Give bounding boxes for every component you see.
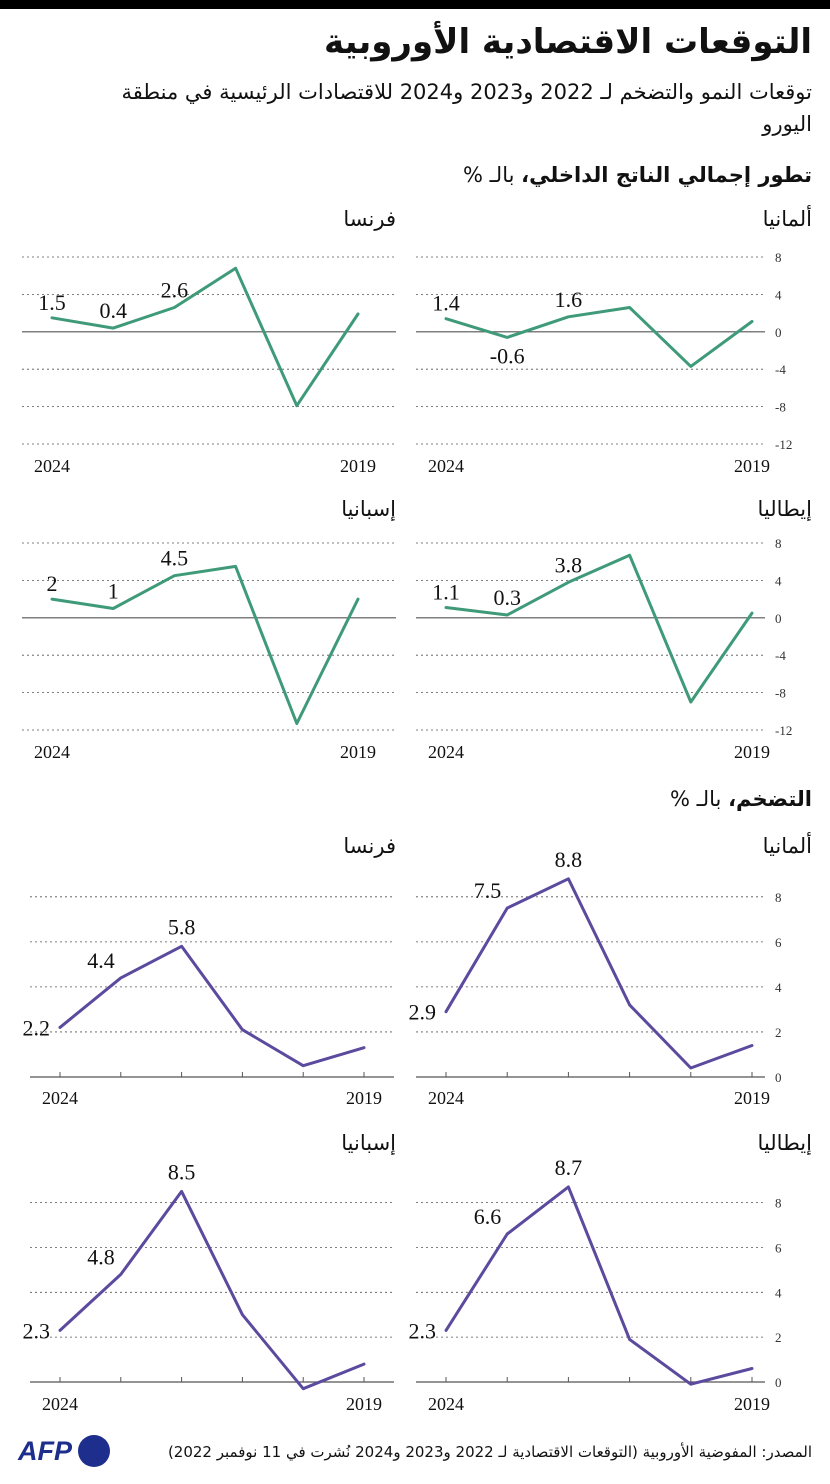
top-bar bbox=[0, 0, 830, 9]
series-line bbox=[58, 1189, 366, 1391]
data-label: 2.9 bbox=[409, 1000, 437, 1025]
y-tick-label: 2 bbox=[775, 1025, 782, 1040]
data-label: 4.4 bbox=[87, 948, 115, 973]
data-label: 2.2 bbox=[23, 1015, 51, 1040]
x-tick-label: 2019 bbox=[734, 742, 770, 762]
afp-logo-text: AFP bbox=[18, 1436, 72, 1466]
y-tick-label: 0 bbox=[775, 611, 782, 626]
inflation-section-title-unit: بالـ % bbox=[669, 787, 729, 811]
data-label: 2 bbox=[47, 571, 58, 596]
x-tick-label: 2024 bbox=[42, 1394, 78, 1414]
data-label: 1.6 bbox=[555, 287, 583, 312]
data-label: 2.3 bbox=[409, 1318, 437, 1343]
data-label: 1.4 bbox=[432, 291, 460, 316]
y-tick-label: 8 bbox=[775, 250, 782, 265]
data-label: 2.3 bbox=[23, 1318, 51, 1343]
panel-title-3: إسبانيا bbox=[341, 497, 396, 522]
y-tick-label: -12 bbox=[775, 437, 792, 452]
y-tick-label: 0 bbox=[775, 1375, 782, 1390]
panel-title-4: ألمانيا bbox=[763, 832, 812, 858]
y-tick-label: 0 bbox=[775, 325, 782, 340]
panel-title-1: فرنسا bbox=[343, 207, 396, 231]
page-subtitle: توقعات النمو والتضخم لـ 2022 و2023 و2024… bbox=[121, 80, 812, 136]
data-label: 0.3 bbox=[493, 585, 521, 610]
y-tick-label: 6 bbox=[775, 1240, 782, 1255]
y-tick-label: 2 bbox=[775, 1330, 782, 1345]
data-label: 4.8 bbox=[87, 1244, 115, 1269]
data-label: 1.5 bbox=[38, 290, 66, 315]
y-tick-label: -12 bbox=[775, 723, 792, 738]
data-label: -0.6 bbox=[490, 343, 525, 368]
y-tick-label: 4 bbox=[775, 287, 782, 302]
data-label: 8.8 bbox=[555, 847, 583, 872]
panel-title-0: ألمانيا bbox=[763, 205, 812, 231]
x-tick-label: 2024 bbox=[428, 1088, 464, 1108]
series-line bbox=[444, 877, 754, 1070]
data-label: 2.6 bbox=[161, 277, 189, 302]
data-label: 5.8 bbox=[168, 914, 196, 939]
x-tick-label: 2024 bbox=[428, 1394, 464, 1414]
y-tick-label: 6 bbox=[775, 935, 782, 950]
data-label: 7.5 bbox=[474, 878, 502, 903]
x-tick-label: 2019 bbox=[734, 456, 770, 476]
y-tick-label: 4 bbox=[775, 573, 782, 588]
series-line bbox=[58, 944, 366, 1068]
x-tick-label: 2024 bbox=[34, 742, 70, 762]
series-line bbox=[444, 553, 754, 704]
y-tick-label: 8 bbox=[775, 1196, 782, 1211]
series-line bbox=[50, 564, 360, 725]
y-tick-label: -4 bbox=[775, 362, 786, 377]
page-title: التوقعات الاقتصادية الأوروبية bbox=[324, 22, 812, 62]
gdp-section-title-unit: بالـ % bbox=[463, 163, 522, 187]
panel-title-7: إسبانيا bbox=[341, 1131, 396, 1156]
data-label: 3.8 bbox=[555, 552, 583, 577]
afp-logo-dot bbox=[78, 1435, 110, 1467]
y-tick-label: 0 bbox=[775, 1070, 782, 1085]
data-label: 0.4 bbox=[99, 298, 127, 323]
x-tick-label: 2019 bbox=[340, 456, 376, 476]
x-tick-label: 2024 bbox=[428, 742, 464, 762]
y-tick-label: -8 bbox=[775, 400, 786, 415]
gdp-section-title: تطور إجمالي الناتج الداخلي، بالـ % bbox=[463, 160, 812, 190]
x-tick-label: 2019 bbox=[734, 1394, 770, 1414]
panel-title-2: إيطاليا bbox=[758, 497, 812, 522]
data-label: 8.5 bbox=[168, 1159, 196, 1184]
series-line bbox=[50, 266, 360, 408]
data-label: 1.1 bbox=[432, 580, 460, 605]
x-tick-label: 2019 bbox=[340, 742, 376, 762]
data-label: 4.5 bbox=[161, 546, 189, 571]
inflation-section-title: التضخم، بالـ % bbox=[670, 784, 812, 814]
data-label: 6.6 bbox=[474, 1204, 502, 1229]
data-label: 1 bbox=[108, 578, 119, 603]
y-tick-label: -8 bbox=[775, 686, 786, 701]
panel-title-5: فرنسا bbox=[343, 834, 396, 858]
series-line bbox=[444, 1185, 754, 1386]
inflation-section-title-bold: التضخم، bbox=[728, 787, 812, 811]
series-line bbox=[444, 306, 754, 368]
y-tick-label: 4 bbox=[775, 1285, 782, 1300]
data-label: 8.7 bbox=[555, 1155, 583, 1180]
gdp-section-title-bold: تطور إجمالي الناتج الداخلي، bbox=[521, 163, 812, 187]
y-tick-label: -4 bbox=[775, 648, 786, 663]
y-tick-label: 8 bbox=[775, 536, 782, 551]
y-tick-label: 4 bbox=[775, 980, 782, 995]
x-tick-label: 2019 bbox=[734, 1088, 770, 1108]
x-tick-label: 2024 bbox=[428, 456, 464, 476]
x-tick-label: 2024 bbox=[42, 1088, 78, 1108]
source-note: المصدر: المفوضية الأوروبية (التوقعات الا… bbox=[167, 1443, 812, 1461]
y-tick-label: 8 bbox=[775, 890, 782, 905]
panel-title-6: إيطاليا bbox=[758, 1131, 812, 1156]
x-tick-label: 2019 bbox=[346, 1394, 382, 1414]
x-tick-label: 2019 bbox=[346, 1088, 382, 1108]
x-tick-label: 2024 bbox=[34, 456, 70, 476]
